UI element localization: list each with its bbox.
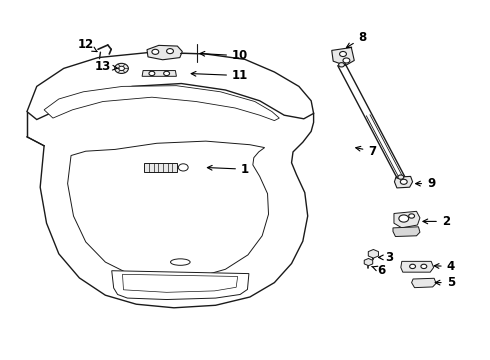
Circle shape <box>167 49 173 54</box>
Polygon shape <box>394 176 413 188</box>
Circle shape <box>119 66 124 71</box>
Circle shape <box>421 264 427 269</box>
Text: 10: 10 <box>200 49 248 62</box>
Ellipse shape <box>171 259 190 265</box>
Circle shape <box>409 214 415 218</box>
Circle shape <box>398 175 404 179</box>
Circle shape <box>149 71 155 76</box>
Circle shape <box>399 215 409 222</box>
Text: 6: 6 <box>372 264 385 276</box>
Circle shape <box>343 58 350 63</box>
Text: 2: 2 <box>423 215 450 228</box>
Polygon shape <box>27 52 314 120</box>
Circle shape <box>410 264 416 269</box>
Text: 13: 13 <box>95 60 118 73</box>
Text: 8: 8 <box>346 31 367 48</box>
Polygon shape <box>412 278 436 288</box>
Polygon shape <box>147 45 182 60</box>
Polygon shape <box>332 48 354 66</box>
Text: 11: 11 <box>191 69 248 82</box>
Circle shape <box>178 164 188 171</box>
Circle shape <box>164 71 170 76</box>
Circle shape <box>152 49 159 54</box>
Polygon shape <box>112 271 249 300</box>
Text: 7: 7 <box>356 145 376 158</box>
Circle shape <box>115 63 128 73</box>
Polygon shape <box>142 71 176 76</box>
Polygon shape <box>401 261 434 272</box>
Text: 9: 9 <box>416 177 435 190</box>
Circle shape <box>400 179 407 184</box>
Polygon shape <box>394 211 420 228</box>
Text: 1: 1 <box>207 163 249 176</box>
Text: 4: 4 <box>434 260 455 273</box>
Polygon shape <box>144 163 177 172</box>
Polygon shape <box>44 86 279 121</box>
Circle shape <box>340 51 346 57</box>
Polygon shape <box>122 274 238 292</box>
Polygon shape <box>68 141 269 280</box>
Polygon shape <box>393 227 420 237</box>
Text: 12: 12 <box>77 39 97 51</box>
Circle shape <box>339 63 344 67</box>
Text: 3: 3 <box>379 251 393 264</box>
Text: 5: 5 <box>435 276 455 289</box>
